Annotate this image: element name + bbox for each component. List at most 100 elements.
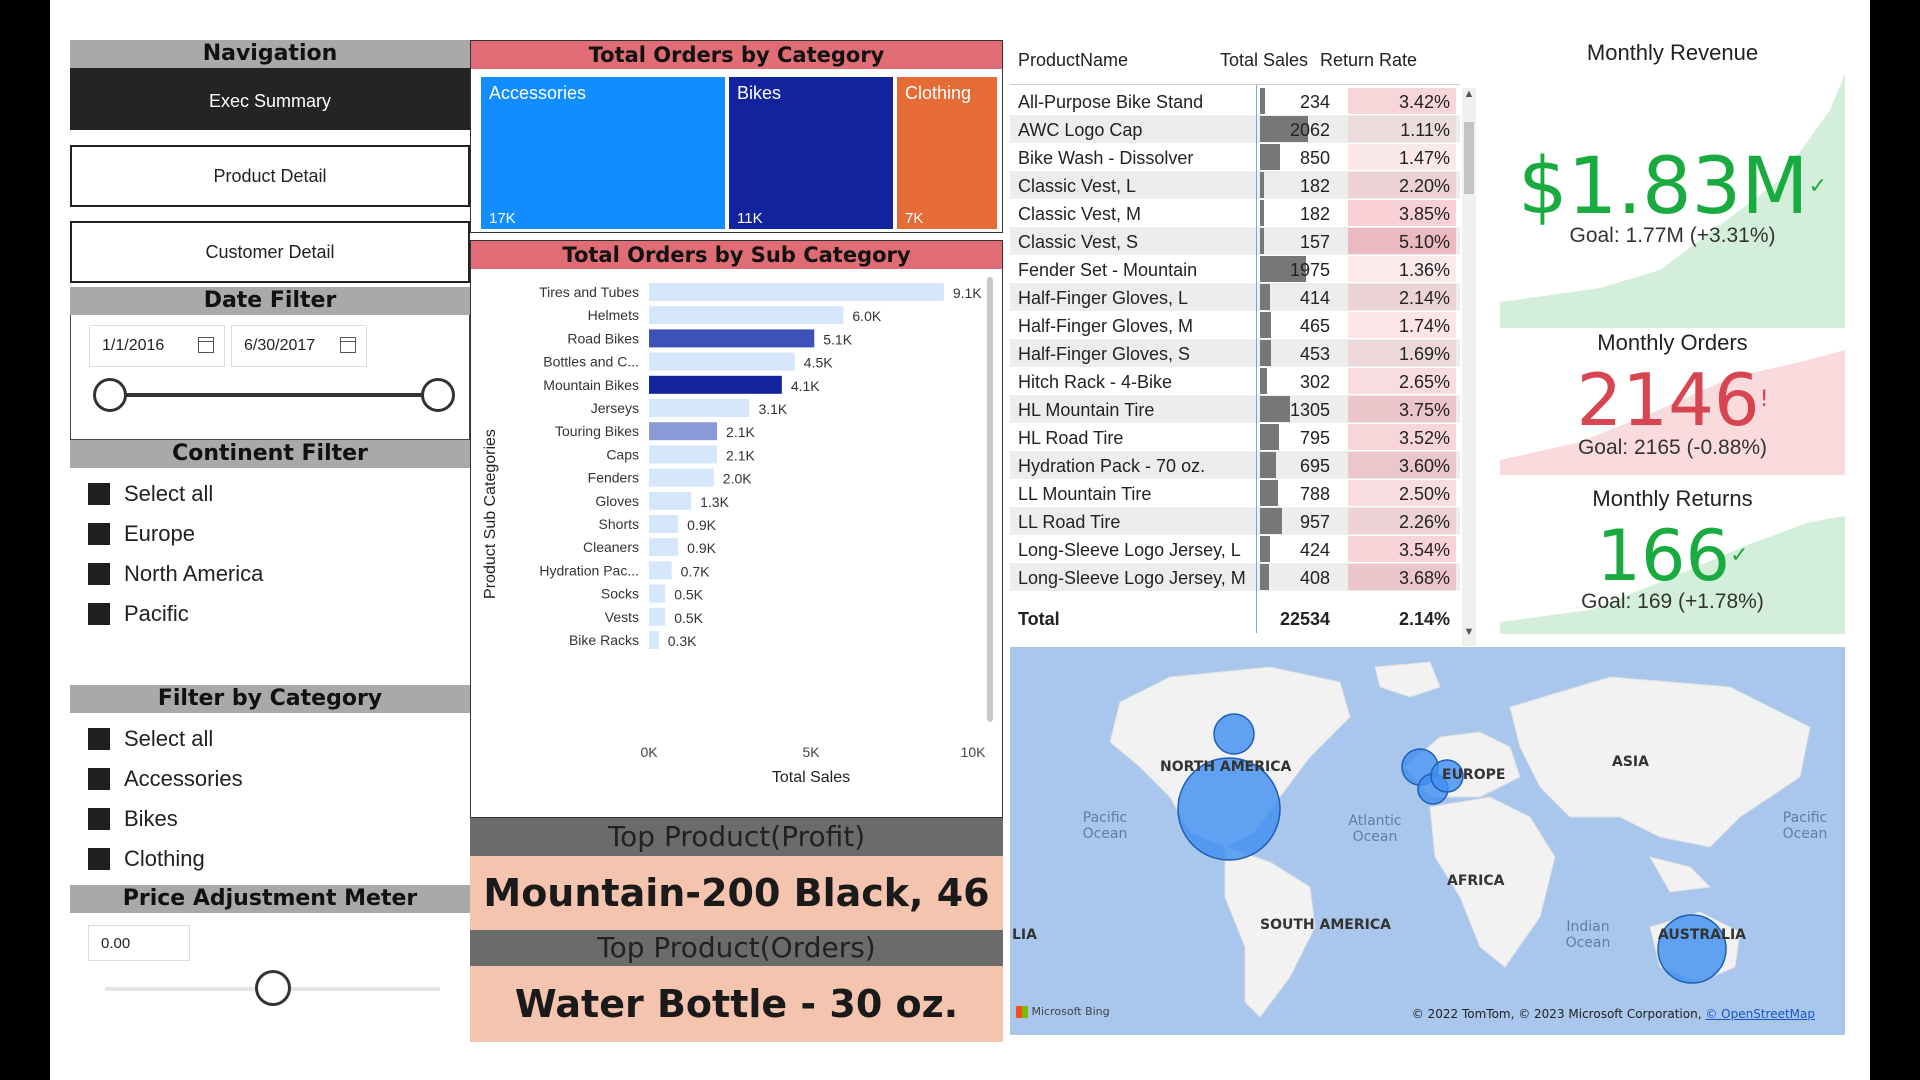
calendar-icon[interactable]: [340, 337, 356, 353]
bar[interactable]: [649, 399, 750, 417]
exec-summary-button[interactable]: Exec Summary: [70, 68, 470, 130]
scrollbar-thumb[interactable]: [1464, 122, 1474, 194]
table-row[interactable]: HL Mountain Tire 1305 3.75%: [1010, 395, 1460, 423]
map-land: [1109, 661, 1811, 1018]
header-divider: [1010, 84, 1460, 85]
return-rate-cell: 3.85%: [1398, 204, 1450, 224]
bar[interactable]: [649, 422, 718, 441]
scroll-up-icon[interactable]: ▲: [1463, 88, 1475, 100]
checkbox-europe[interactable]: Europe: [88, 514, 468, 554]
table-row[interactable]: Classic Vest, M 182 3.85%: [1010, 199, 1460, 227]
product-name-cell: Half-Finger Gloves, M: [1018, 316, 1194, 336]
trend-area: [1500, 74, 1845, 328]
checkbox-bikes[interactable]: Bikes: [88, 799, 468, 839]
checkbox-pacific[interactable]: Pacific: [88, 594, 468, 634]
scroll-down-icon[interactable]: ▼: [1463, 626, 1475, 638]
table-row[interactable]: Long-Sleeve Logo Jersey, L 424 3.54%: [1010, 535, 1460, 563]
table-row[interactable]: LL Road Tire 957 2.26%: [1010, 507, 1460, 535]
date-start-handle[interactable]: [93, 378, 127, 412]
bar[interactable]: [649, 329, 815, 348]
sales-bubble-australia[interactable]: [1657, 914, 1727, 984]
bar-value-label: 6.0K: [852, 308, 881, 324]
table-row[interactable]: Bike Wash - Dissolver 850 1.47%: [1010, 143, 1460, 171]
sales-data-bar: [1260, 228, 1264, 254]
y-axis-label: Product Sub Categories: [482, 429, 499, 599]
table-row[interactable]: AWC Logo Cap 2062 1.11%: [1010, 115, 1460, 143]
checkbox-north-america[interactable]: North America: [88, 554, 468, 594]
price-slider-handle[interactable]: [254, 970, 291, 1006]
bar[interactable]: [649, 584, 666, 603]
table-row[interactable]: Hydration Pack - 70 oz. 695 3.60%: [1010, 451, 1460, 479]
map-attribution: © 2022 TomTom, © 2023 Microsoft Corporat…: [1412, 1007, 1815, 1021]
customer-detail-button[interactable]: Customer Detail: [70, 221, 470, 283]
bar[interactable]: [649, 445, 718, 464]
kpi-orders-value: 2146: [1576, 358, 1760, 442]
subcategory-chart-panel: Total Orders by Sub Category Tires and T…: [470, 240, 1003, 818]
treemap-tile-accessories[interactable]: Accessories 17K: [481, 77, 725, 229]
table-row[interactable]: Fender Set - Mountain 1975 1.36%: [1010, 255, 1460, 283]
calendar-icon[interactable]: [198, 337, 214, 353]
kpi-returns-title: Monthly Returns: [1592, 486, 1753, 511]
sales-bubble-canada[interactable]: [1213, 713, 1255, 755]
kpi-orders-card: Monthly Orders 2146! Goal: 2165 (-0.88%): [1500, 330, 1845, 475]
return-rate-cell: 2.65%: [1398, 372, 1450, 392]
return-rate-cell: 3.54%: [1398, 540, 1450, 560]
bar[interactable]: [649, 468, 714, 487]
date-end-handle[interactable]: [421, 378, 455, 412]
checkbox-accessories[interactable]: Accessories: [88, 759, 468, 799]
check-icon: ✓: [1730, 543, 1749, 568]
return-rate-heat: [1348, 88, 1456, 114]
bar[interactable]: [649, 491, 692, 510]
column-header-total-sales[interactable]: Total Sales: [1220, 50, 1309, 70]
bar-category-label: Road Bikes: [567, 330, 639, 346]
table-row[interactable]: HL Road Tire 795 3.52%: [1010, 423, 1460, 451]
treemap-tile-bikes[interactable]: Bikes 11K: [729, 77, 893, 229]
chart-scrollbar[interactable]: [987, 277, 993, 722]
map-label-south-america: SOUTH AMERICA: [1260, 917, 1391, 933]
table-row[interactable]: Half-Finger Gloves, S 453 1.69%: [1010, 339, 1460, 367]
map-label-asia: ASIA: [1612, 754, 1649, 770]
sales-bubble-usa[interactable]: [1177, 757, 1281, 861]
checkbox-select-all[interactable]: Select all: [88, 719, 468, 759]
osm-link[interactable]: © OpenStreetMap: [1705, 1007, 1815, 1021]
column-header-return-rate[interactable]: Return Rate: [1320, 50, 1418, 70]
table-row[interactable]: All-Purpose Bike Stand 234 3.42%: [1010, 87, 1460, 115]
end-date-input[interactable]: 6/30/2017: [231, 325, 367, 367]
bar[interactable]: [649, 306, 844, 325]
price-adjustment-input[interactable]: 0.00: [88, 925, 190, 961]
kpi-returns-value: 166: [1596, 515, 1731, 597]
table-scrollbar[interactable]: ▲ ▼: [1462, 88, 1476, 646]
treemap-tile-clothing[interactable]: Clothing 7K: [897, 77, 997, 229]
bar[interactable]: [649, 352, 795, 371]
bar[interactable]: [649, 538, 679, 557]
bar[interactable]: [649, 283, 944, 301]
sales-data-bar: [1260, 452, 1277, 478]
table-row[interactable]: Classic Vest, L 182 2.20%: [1010, 171, 1460, 199]
start-date-input[interactable]: 1/1/2016: [89, 325, 225, 367]
bar-category-label: Vests: [605, 609, 639, 625]
bar[interactable]: [649, 375, 782, 394]
bar[interactable]: [649, 631, 659, 649]
product-detail-button[interactable]: Product Detail: [70, 145, 470, 207]
microsoft-logo-icon: [1016, 1006, 1028, 1018]
map-label-africa: AFRICA: [1447, 873, 1505, 889]
bar[interactable]: [649, 607, 666, 626]
checkbox-select-all[interactable]: Select all: [88, 474, 468, 514]
kpi-revenue-card: Monthly Revenue $1.83M✓ Goal: 1.77M (+3.…: [1500, 40, 1845, 328]
product-name-cell: HL Mountain Tire: [1018, 400, 1155, 420]
table-row[interactable]: Half-Finger Gloves, M 465 1.74%: [1010, 311, 1460, 339]
table-row[interactable]: Half-Finger Gloves, L 414 2.14%: [1010, 283, 1460, 311]
sales-bubble-germany[interactable]: [1430, 759, 1464, 793]
world-map[interactable]: NORTH AMERICA EUROPE ASIA AFRICA SOUTH A…: [1010, 647, 1845, 1035]
table-row[interactable]: Long-Sleeve Logo Jersey, M 408 3.68%: [1010, 563, 1460, 591]
sales-data-bar: [1260, 396, 1291, 422]
table-row[interactable]: Hitch Rack - 4-Bike 302 2.65%: [1010, 367, 1460, 395]
table-row[interactable]: Classic Vest, S 157 5.10%: [1010, 227, 1460, 255]
return-rate-cell: 3.52%: [1398, 428, 1450, 448]
table-row[interactable]: LL Mountain Tire 788 2.50%: [1010, 479, 1460, 507]
bar[interactable]: [649, 515, 679, 533]
column-header-product[interactable]: ProductName: [1018, 50, 1129, 70]
sales-data-bar: [1260, 172, 1265, 198]
bar[interactable]: [649, 561, 672, 580]
checkbox-clothing[interactable]: Clothing: [88, 839, 468, 879]
